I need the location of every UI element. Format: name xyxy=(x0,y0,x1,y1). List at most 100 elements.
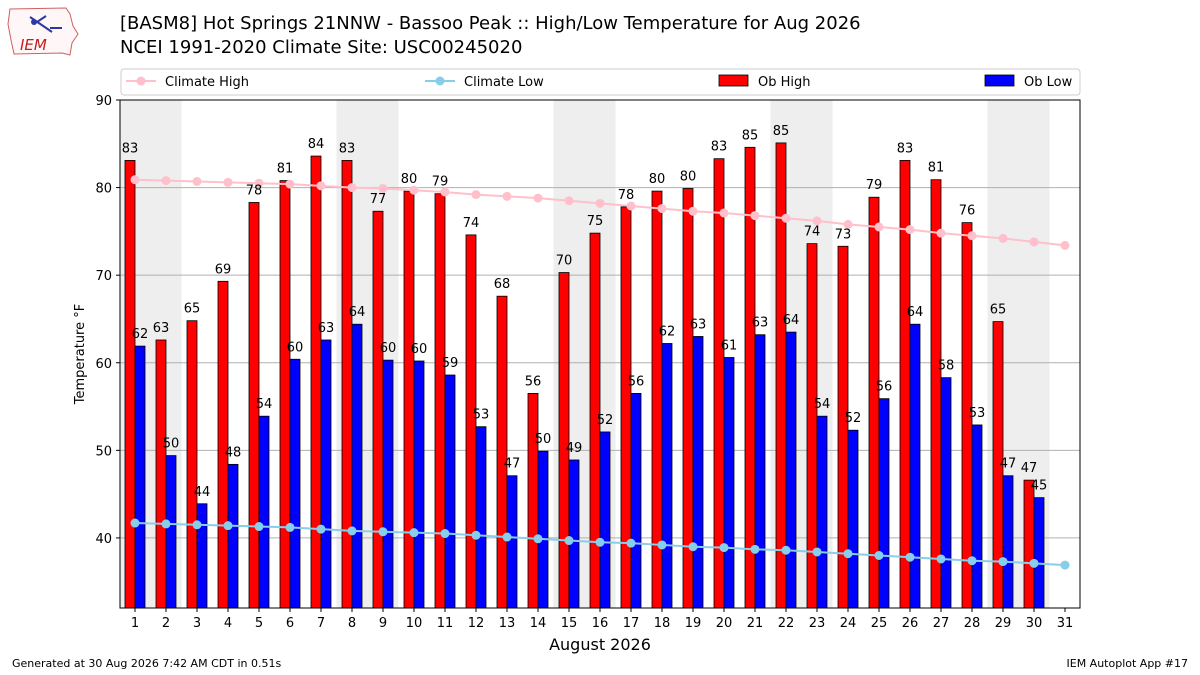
ob-high-label: 83 xyxy=(339,141,356,156)
ob-high-bar xyxy=(310,155,322,609)
climate-low-point xyxy=(471,530,481,540)
ob-low-bar xyxy=(537,450,549,609)
legend-ob-low-swatch xyxy=(984,74,1015,87)
climate-low-point xyxy=(874,550,884,560)
ob-low-bar xyxy=(196,503,208,609)
climate-low-point xyxy=(347,526,357,536)
x-tick-label: 20 xyxy=(716,616,733,631)
ob-high-label: 69 xyxy=(215,262,232,277)
ob-low-label: 53 xyxy=(969,406,986,421)
ob-high-bar xyxy=(155,339,167,609)
ob-low-label: 64 xyxy=(783,313,800,328)
ob-low-bar xyxy=(320,339,332,609)
climate-high-point xyxy=(564,196,574,206)
climate-high-point xyxy=(192,176,202,186)
ob-high-bar xyxy=(279,180,291,609)
x-tick-label: 18 xyxy=(654,616,671,631)
legend-climate-low-label: Climate Low xyxy=(464,75,544,90)
ob-high-bar xyxy=(868,196,880,609)
ob-low-label: 60 xyxy=(411,342,428,357)
ob-high-label: 76 xyxy=(959,204,976,219)
y-tick-label: 50 xyxy=(95,444,112,459)
iowa-outline xyxy=(7,7,79,56)
y-axis-label: Temperature °F xyxy=(73,304,88,405)
climate-lines xyxy=(130,175,1070,570)
climate-high-point xyxy=(440,187,450,197)
ob-low-bar xyxy=(1033,497,1045,609)
ob-low-label: 53 xyxy=(473,408,490,423)
ob-high-label: 65 xyxy=(990,303,1007,318)
ob-low-label: 48 xyxy=(225,445,242,460)
ob-high-label: 79 xyxy=(866,178,883,193)
ob-low-label: 50 xyxy=(163,437,180,452)
climate-high-point xyxy=(626,201,636,211)
ob-high-label: 47 xyxy=(1021,461,1038,476)
legend-ob-high-swatch xyxy=(718,74,749,87)
ob-low-bar xyxy=(785,331,797,609)
x-tick-label: 31 xyxy=(1057,616,1074,631)
ob-low-bar xyxy=(630,393,642,609)
ob-low-label: 63 xyxy=(752,316,769,331)
ob-high-label: 77 xyxy=(370,192,387,207)
ob-high-label: 85 xyxy=(773,124,790,139)
ob-low-bar xyxy=(258,415,270,609)
climate-low-point xyxy=(657,540,667,550)
footer-app: IEM Autoplot App #17 xyxy=(1066,657,1189,670)
ob-low-bar xyxy=(165,455,177,609)
ob-low-label: 60 xyxy=(380,341,397,356)
ob-high-bar xyxy=(496,295,508,609)
ob-low-label: 61 xyxy=(721,339,738,354)
climate-high-point xyxy=(936,228,946,238)
x-axis-label: August 2026 xyxy=(549,635,651,654)
ob-high-label: 74 xyxy=(463,216,480,231)
ob-high-label: 74 xyxy=(804,225,821,240)
y-tick-label: 70 xyxy=(95,269,112,284)
ob-low-bar xyxy=(599,431,611,609)
climate-low-point xyxy=(626,538,636,548)
x-tick-label: 6 xyxy=(286,616,294,631)
x-tick-label: 9 xyxy=(379,616,387,631)
x-tick-label: 4 xyxy=(224,616,232,631)
ob-high-label: 70 xyxy=(556,254,573,269)
climate-low-point xyxy=(843,549,853,559)
climate-high-point xyxy=(161,176,171,186)
ob-high-bar xyxy=(372,210,384,609)
ob-high-label: 78 xyxy=(246,183,263,198)
climate-high-point xyxy=(595,198,605,208)
climate-low-point xyxy=(192,520,202,530)
climate-high-point xyxy=(471,190,481,200)
ob-low-bar xyxy=(847,429,859,609)
ob-low-label: 45 xyxy=(1031,479,1048,494)
climate-high-point xyxy=(502,191,512,201)
ob-low-bar xyxy=(227,463,239,609)
x-tick-label: 22 xyxy=(778,616,795,631)
climate-low-point xyxy=(378,527,388,537)
title-line-1: [BASM8] Hot Springs 21NNW - Bassoo Peak … xyxy=(120,13,861,34)
climate-low-point xyxy=(161,519,171,529)
ob-low-label: 47 xyxy=(1000,457,1017,472)
ob-low-bar xyxy=(1002,475,1014,609)
ob-low-label: 59 xyxy=(442,356,459,371)
ob-low-label: 52 xyxy=(597,413,614,428)
ob-low-label: 47 xyxy=(504,457,521,472)
ob-high-bar xyxy=(620,206,632,609)
climate-low-point xyxy=(1029,558,1039,568)
ob-high-label: 73 xyxy=(835,227,852,242)
ob-high-bar xyxy=(186,320,198,609)
climate-low-point xyxy=(564,536,574,546)
ob-low-label: 50 xyxy=(535,432,552,447)
ob-low-bar xyxy=(568,459,580,609)
footer-generated: Generated at 30 Aug 2026 7:42 AM CDT in … xyxy=(12,657,282,670)
x-tick-label: 15 xyxy=(561,616,578,631)
y-tick-label: 80 xyxy=(95,182,112,197)
y-tick-label: 60 xyxy=(95,357,112,372)
climate-high-point xyxy=(347,183,357,193)
ob-high-bar xyxy=(341,160,353,609)
ob-low-bar xyxy=(971,424,983,609)
ob-low-label: 64 xyxy=(349,305,366,320)
ob-low-label: 63 xyxy=(690,317,707,332)
legend: Climate High Climate Low Ob High Ob Low xyxy=(120,68,1081,96)
ob-high-label: 85 xyxy=(742,128,759,143)
climate-low-point xyxy=(595,537,605,547)
